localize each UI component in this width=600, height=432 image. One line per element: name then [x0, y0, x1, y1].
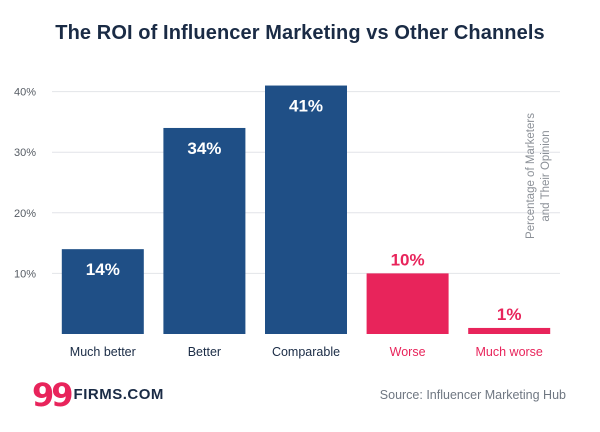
logo-text: FIRMS.COM [73, 386, 164, 403]
logo-mark: 99 [32, 376, 73, 414]
bar [468, 327, 551, 334]
y-tick-label: 40% [14, 87, 36, 99]
data-label: 14% [86, 260, 120, 279]
y-tick-label: 20% [14, 208, 36, 220]
y-tick-label: 30% [14, 147, 36, 159]
category-label: Comparable [272, 345, 340, 359]
data-label: 1% [497, 305, 522, 324]
logo: 99 FIRMS.COM [32, 378, 164, 412]
category-label: Worse [390, 345, 426, 359]
y-tick-label: 10% [14, 268, 36, 280]
bar [163, 127, 246, 335]
y-axis-title: Percentage of Marketers and Their Opinion [525, 113, 552, 239]
category-label: Better [188, 345, 221, 359]
bar [265, 85, 347, 334]
data-label: 34% [187, 139, 221, 158]
data-label: 10% [391, 250, 425, 269]
source-note: Source: Influencer Marketing Hub [379, 388, 566, 402]
category-label: Much better [70, 345, 136, 359]
y-axis-title-line: Percentage of Marketers [525, 113, 537, 239]
category-label: Much worse [476, 345, 543, 359]
bar [366, 273, 449, 334]
bar [61, 249, 144, 334]
chart-title: The ROI of Influencer Marketing vs Other… [55, 22, 545, 44]
y-axis-title-line: and Their Opinion [540, 130, 552, 221]
data-label: 41% [289, 97, 323, 116]
